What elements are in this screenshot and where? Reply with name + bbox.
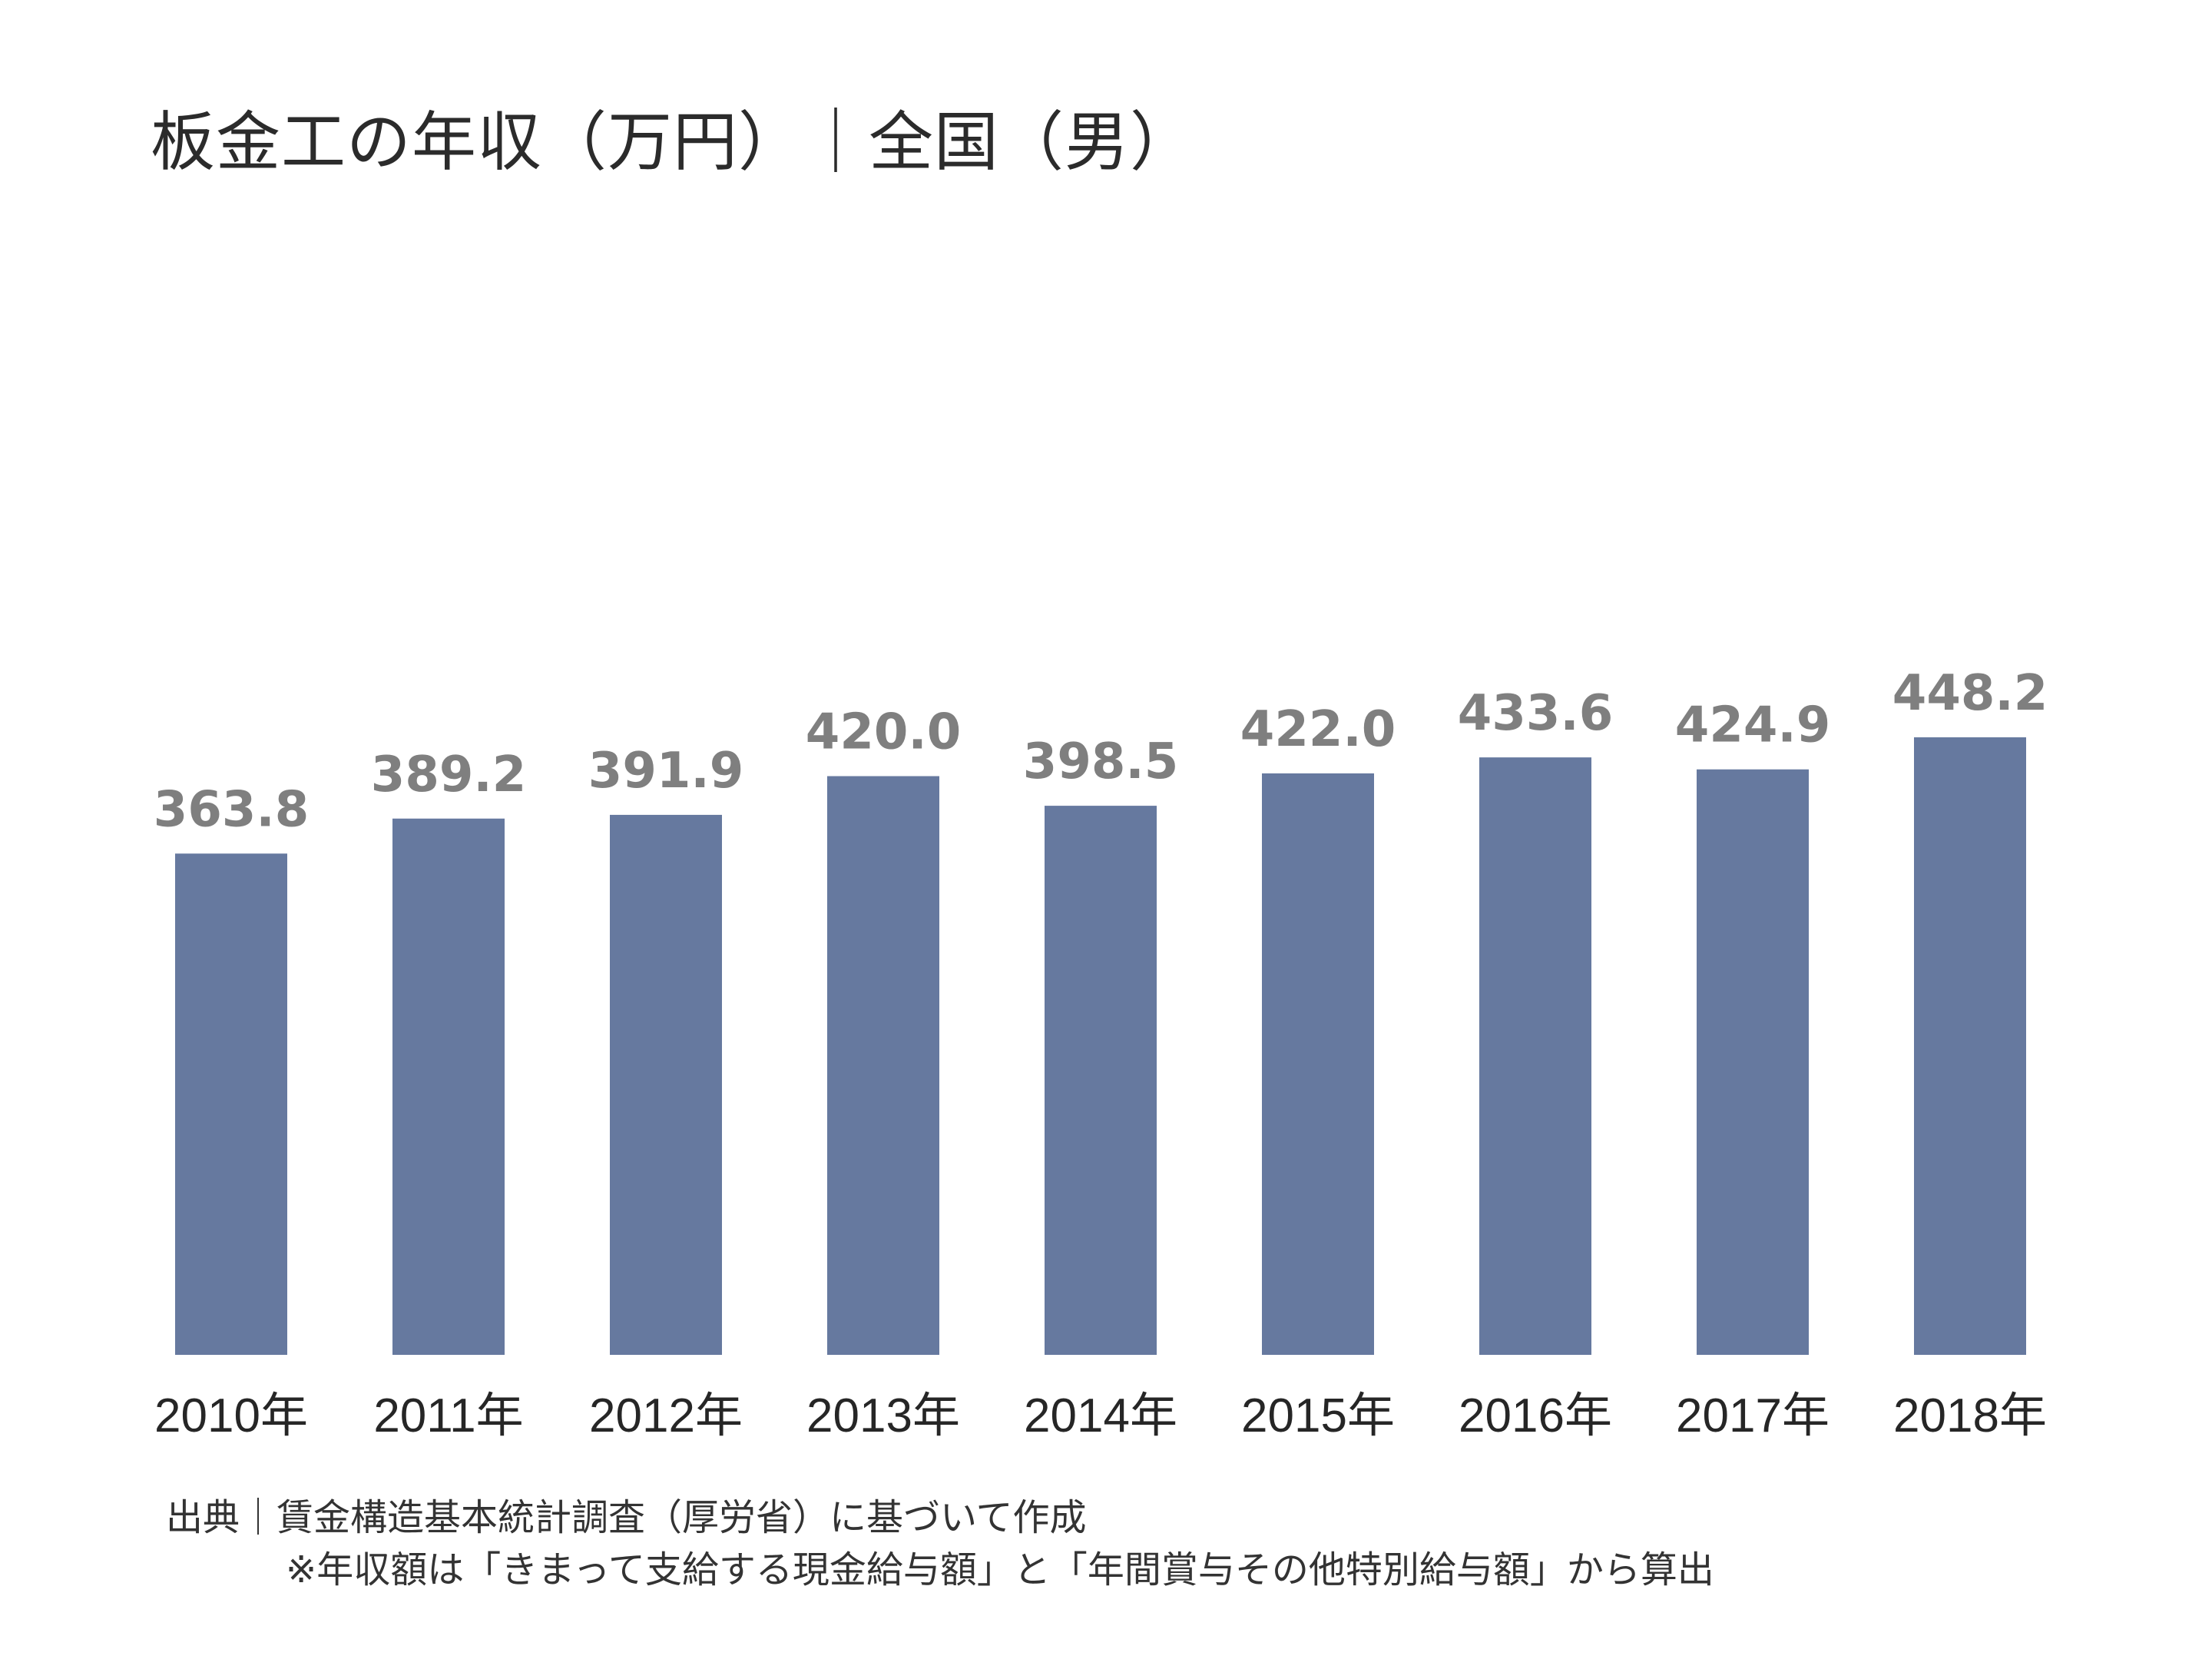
bar-2017年: [1697, 769, 1809, 1355]
bar-2011年: [392, 818, 505, 1355]
bar-2014年: [1045, 806, 1157, 1355]
bar-2010年: [175, 853, 287, 1355]
x-tick-label-2014年: 2014年: [1024, 1389, 1177, 1442]
bar-2015年: [1262, 773, 1374, 1355]
bar-2016年: [1479, 757, 1591, 1355]
value-label-2010年: 363.8: [154, 781, 309, 838]
x-tick-label-2015年: 2015年: [1241, 1389, 1395, 1442]
bar-2013年: [827, 776, 939, 1355]
value-label-2011年: 389.2: [371, 747, 526, 803]
x-tick-label-2011年: 2011年: [373, 1389, 523, 1442]
value-label-2018年: 448.2: [1892, 665, 2048, 722]
value-label-2017年: 424.9: [1675, 697, 1830, 754]
x-tick-label-2017年: 2017年: [1676, 1389, 1830, 1442]
x-tick-label-2016年: 2016年: [1459, 1389, 1612, 1442]
bar-2018年: [1914, 737, 2026, 1355]
value-label-2012年: 391.9: [588, 743, 743, 800]
calculation-note: ※年収額は「きまって支給する現金給与額」と「年間賞与その他特別給与額」から算出: [286, 1548, 1714, 1591]
bar-2012年: [610, 814, 722, 1355]
value-labels-group: 363.8 389.2 391.9 420.0 398.5 422.0 433.6 424.9…: [154, 665, 2048, 838]
value-label-2013年: 420.0: [806, 704, 961, 761]
x-tick-label-2013年: 2013年: [806, 1389, 960, 1442]
value-label-2016年: 433.6: [1458, 685, 1613, 742]
source-note: 出典｜賃金構造基本統計調査（厚労省）に基づいて作成: [166, 1496, 1087, 1539]
x-tick-label-2010年: 2010年: [154, 1389, 308, 1442]
x-tick-label-2018年: 2018年: [1893, 1389, 2047, 1442]
x-tick-labels-group: 2010年 2011年 2012年 2013年 2014年 2015年 2016年 2017年…: [154, 1389, 2047, 1442]
bars-group: [175, 737, 2026, 1355]
value-label-2015年: 422.0: [1240, 701, 1396, 758]
chart-title: 板金工の年収（万円）｜全国（男）: [151, 104, 1196, 180]
value-label-2014年: 398.5: [1023, 733, 1178, 790]
x-tick-label-2012年: 2012年: [589, 1389, 743, 1442]
